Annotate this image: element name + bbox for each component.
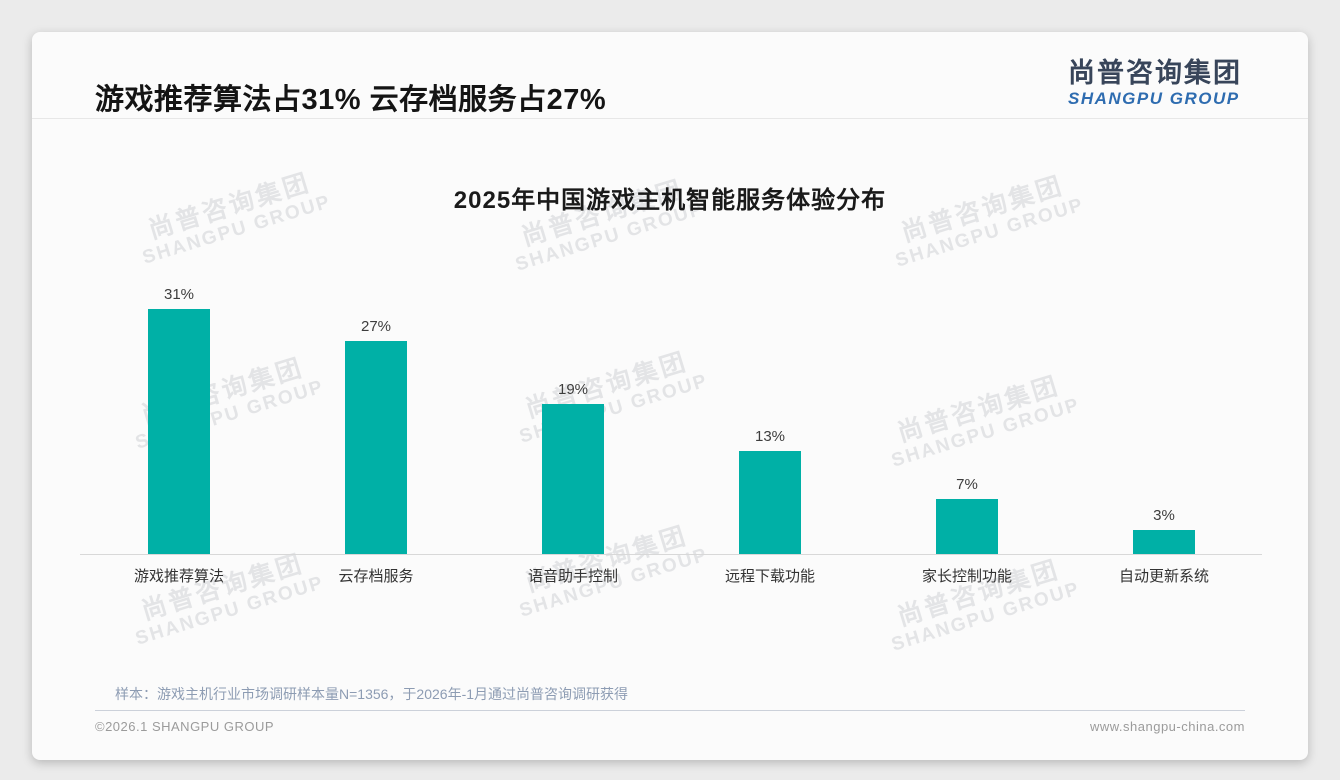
category-label: 自动更新系统 — [1118, 568, 1209, 585]
bar-rect — [148, 309, 210, 554]
bar-value-label: 3% — [1153, 507, 1175, 524]
bar-group: 13% — [710, 428, 830, 554]
bar-value-label: 19% — [557, 381, 589, 398]
bar-chart: 31% 游戏推荐算法 27% 云存档服务 19% 语音助手控制 13% 远程下载功能 7% 家长控… — [32, 32, 1308, 760]
bar-value-label: 31% — [163, 286, 195, 303]
bar-group: 27% — [316, 318, 436, 554]
bar-rect — [542, 404, 604, 554]
chart-title: 2025年中国游戏主机智能服务体验分布 — [453, 187, 887, 214]
copyright-text: ©2026.1 SHANGPU GROUP — [95, 719, 275, 734]
bar-rect — [739, 451, 801, 554]
x-axis-line — [80, 554, 1262, 555]
bar-group: 31% — [119, 286, 239, 554]
website-text: www.shangpu-china.com — [1089, 719, 1245, 734]
bar-value-label: 13% — [754, 428, 786, 445]
company-logo-english: SHANGPU GROUP — [1068, 88, 1240, 108]
category-label: 游戏推荐算法 — [133, 568, 224, 585]
company-logo-chinese: 尚普咨询集团 — [1068, 58, 1242, 88]
bar-rect — [1133, 530, 1195, 554]
bar-group: 3% — [1104, 507, 1224, 554]
company-logo: 尚普咨询集团 SHANGPU GROUP — [1068, 58, 1242, 109]
page-title: 游戏推荐算法占31% 云存档服务占27% — [95, 84, 607, 116]
category-label: 云存档服务 — [338, 568, 414, 585]
bar-rect — [936, 499, 998, 554]
bar-group: 19% — [513, 381, 633, 554]
header-divider — [32, 118, 1308, 119]
category-label: 远程下载功能 — [724, 568, 815, 585]
sample-footnote: 样本：游戏主机行业市场调研样本量N=1356，于2026年-1月通过尚普咨询调研… — [115, 686, 629, 702]
bar-group: 7% — [907, 476, 1027, 554]
bar-rect — [345, 341, 407, 554]
category-label: 家长控制功能 — [921, 568, 1012, 585]
footer-divider — [95, 710, 1245, 711]
bar-value-label: 7% — [956, 476, 978, 493]
bar-value-label: 27% — [360, 318, 392, 335]
report-slide: 尚普咨询集团 SHANGPU GROUP 尚普咨询集团 SHANGPU GROUP 尚普… — [32, 32, 1308, 760]
category-label: 语音助手控制 — [527, 568, 618, 585]
